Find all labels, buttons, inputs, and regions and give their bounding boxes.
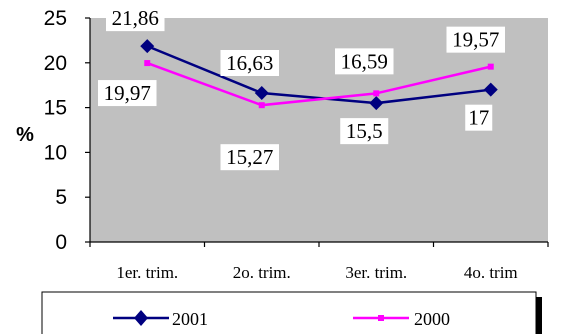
- y-tick-label: 15: [44, 97, 67, 120]
- x-tick-label: 1er. trim.: [116, 263, 178, 282]
- data-label-bg: [220, 49, 279, 76]
- data-label-2000: 15,27: [220, 144, 279, 171]
- legend-marker-2001: [134, 310, 148, 326]
- data-label-text: 16,63: [226, 51, 273, 75]
- data-label-bg: [106, 5, 165, 32]
- data-label-bg: [220, 144, 279, 171]
- x-tick-label: 3er. trim.: [345, 263, 407, 282]
- data-point-2000: [487, 63, 494, 70]
- x-tick-label: 2o. trim.: [233, 263, 291, 282]
- data-label-bg: [98, 80, 157, 107]
- legend-label-2000: 2000: [414, 309, 450, 329]
- data-point-2001: [254, 85, 269, 100]
- data-label-bg: [340, 118, 389, 145]
- series-line-2000: [146, 61, 492, 107]
- data-label-2000: 19,57: [446, 26, 505, 53]
- data-label-text: 15,5: [346, 119, 383, 143]
- y-axis-label: %: [16, 124, 34, 146]
- data-label-text: 19,57: [452, 28, 499, 52]
- data-label-2001: 16,63: [220, 49, 279, 76]
- y-tick-label: 10: [44, 141, 67, 164]
- y-tick-label: 25: [44, 7, 67, 30]
- data-point-2000: [373, 90, 380, 97]
- data-point-2001: [483, 82, 498, 97]
- y-ticks: 0 5 10 15 20 25: [44, 7, 90, 254]
- legend-label-2001: 2001: [172, 309, 208, 329]
- data-label-2001: 15,5: [340, 118, 389, 145]
- data-label-text: 19,97: [104, 81, 151, 105]
- x-ticks: 1er. trim. 2o. trim. 3er. trim. 4o. trim: [89, 242, 549, 282]
- data-label-text: 16,59: [341, 49, 388, 73]
- series-lines: [146, 44, 492, 107]
- series-markers: [140, 39, 498, 111]
- data-point-2000: [144, 60, 151, 67]
- y-tick-label: 5: [55, 186, 67, 209]
- data-label-2000: 16,59: [335, 48, 394, 75]
- data-point-2001: [140, 39, 155, 54]
- data-point-2000: [258, 102, 265, 109]
- data-labels: 21,86 16,63 15,5 17 19,97 15,27 16,59 19,57: [98, 5, 505, 171]
- data-label-bg: [335, 48, 394, 75]
- data-label-2001: 17: [465, 104, 493, 131]
- y-tick-label: 0: [55, 231, 67, 254]
- data-point-2001: [369, 96, 384, 111]
- data-label-text: 17: [468, 106, 489, 130]
- x-tick-label: 4o. trim: [464, 263, 518, 282]
- data-label-text: 21,86: [112, 6, 159, 30]
- legend-box: [41, 291, 537, 334]
- legend-marker-2000: [378, 315, 384, 321]
- data-label-bg: [465, 104, 493, 131]
- y-tick-label: 20: [44, 52, 67, 75]
- data-label-bg: [446, 26, 505, 53]
- data-label-2001: 21,86: [106, 5, 165, 32]
- legend: 2001 2000: [41, 291, 542, 334]
- data-label-2000: 19,97: [98, 80, 157, 107]
- data-label-text: 15,27: [226, 145, 273, 169]
